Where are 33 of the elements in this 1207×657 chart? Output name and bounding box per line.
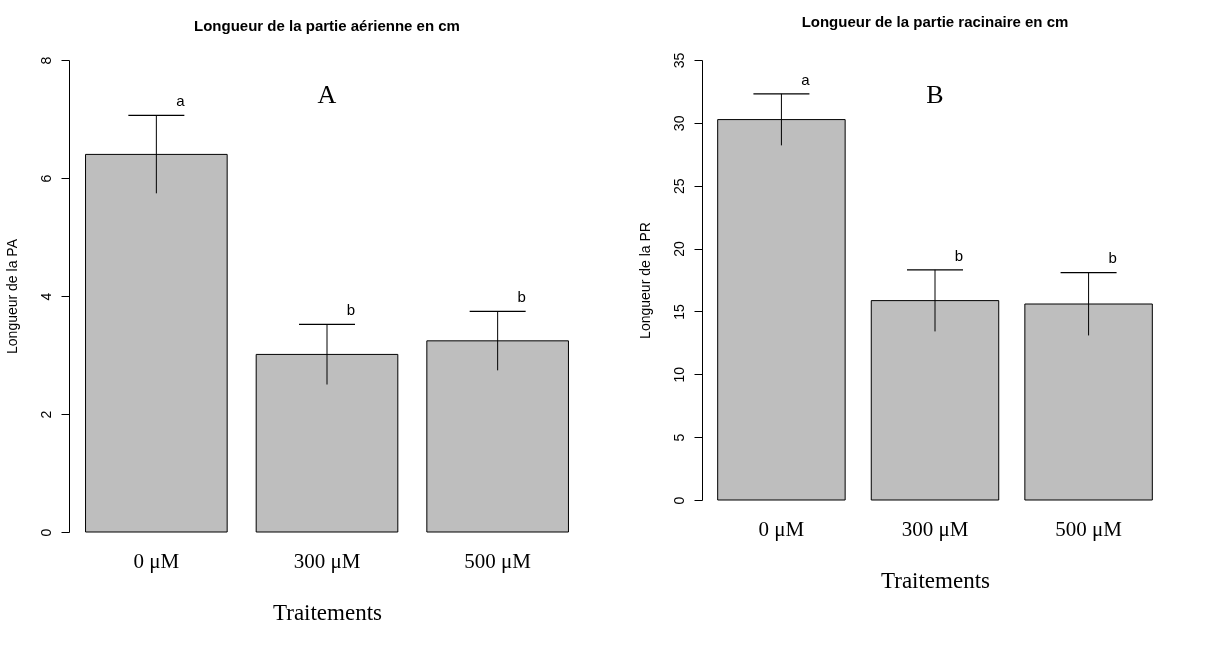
annotation: b: [1108, 249, 1117, 267]
x-tick-label: 500 μM: [1055, 516, 1123, 541]
x-tick-label: 300 μM: [901, 516, 969, 541]
y-axis-title: Longueur de la PR: [636, 222, 653, 339]
y-tick-label: 6: [37, 174, 54, 183]
y-tick-label: 15: [670, 303, 687, 320]
y-tick-label: 25: [670, 178, 687, 194]
x-tick-label: 0 μM: [133, 548, 180, 573]
y-tick-label: 30: [670, 115, 687, 132]
y-tick-label: 8: [37, 56, 54, 65]
annotation: b: [954, 247, 964, 265]
y-tick-label: 20: [670, 241, 687, 257]
annotation: a: [801, 71, 811, 89]
y-tick-label: 0: [37, 528, 54, 537]
y-tick-label: 4: [37, 292, 54, 301]
y-tick-label: 10: [670, 366, 687, 383]
annotation: A: [317, 80, 337, 109]
x-axis-title: Traitements: [880, 567, 991, 593]
x-tick-label: 0 μM: [758, 516, 805, 541]
y-tick-label: 0: [670, 496, 687, 505]
x-tick-label: 500 μM: [464, 548, 532, 573]
y-axis-title: Longueur de la PA: [3, 238, 20, 354]
annotation: b: [517, 288, 526, 306]
x-axis-title: Traitements: [272, 599, 383, 625]
annotation: B: [926, 80, 944, 109]
chart-title: Longueur de la partie racinaire en cm: [801, 13, 1069, 31]
y-tick-label: 5: [670, 433, 687, 442]
x-tick-label: 300 μM: [293, 548, 361, 573]
annotation: b: [346, 301, 356, 319]
y-tick-label: 2: [37, 410, 54, 419]
y-tick-label: 35: [670, 52, 687, 69]
annotation: a: [176, 91, 186, 109]
chart-title: Longueur de la partie aérienne en cm: [194, 17, 460, 35]
